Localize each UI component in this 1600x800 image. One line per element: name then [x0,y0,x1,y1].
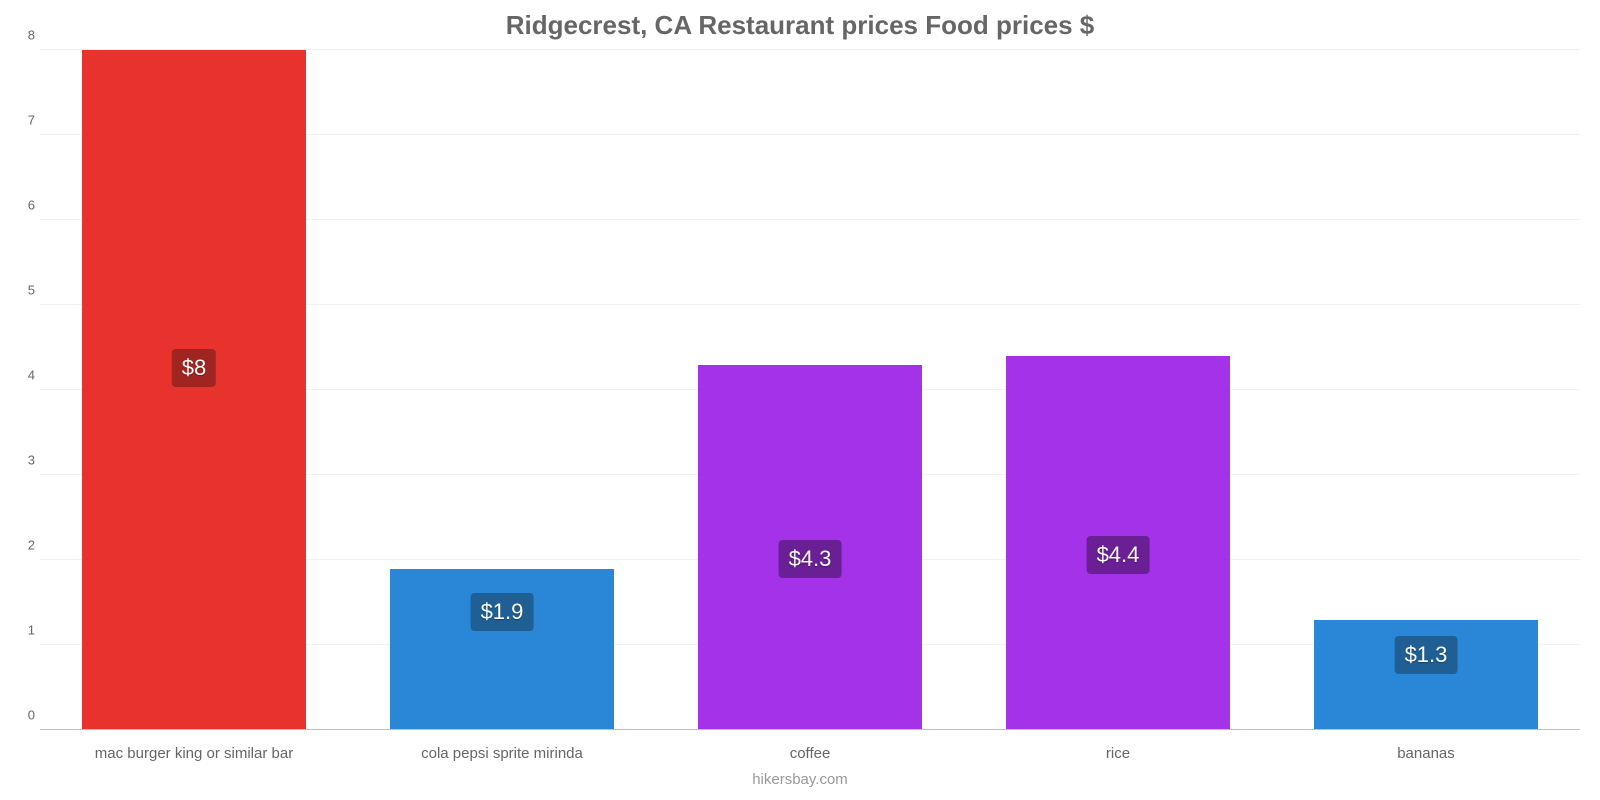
bar: $8 [82,50,307,730]
bar: $1.3 [1314,620,1539,731]
chart-title: Ridgecrest, CA Restaurant prices Food pr… [0,10,1600,41]
x-axis-label: coffee [656,745,964,762]
y-tick-label: 2 [15,538,35,553]
value-badge: $8 [172,349,216,387]
y-tick-label: 6 [15,198,35,213]
y-tick-label: 1 [15,623,35,638]
value-badge: $4.4 [1087,536,1150,574]
value-badge: $1.9 [471,593,534,631]
bar-slot: $4.4 [964,50,1272,730]
bar-slot: $8 [40,50,348,730]
axis-baseline [40,729,1580,730]
y-tick-label: 4 [15,368,35,383]
x-axis-labels: mac burger king or similar barcola pepsi… [40,745,1580,762]
bar: $4.3 [698,365,923,731]
y-tick-label: 7 [15,113,35,128]
value-badge: $4.3 [779,540,842,578]
x-axis-label: mac burger king or similar bar [40,745,348,762]
bar-slot: $1.9 [348,50,656,730]
bars-row: $8 $1.9 $4.3 $4.4 $1.3 [40,50,1580,730]
bar-slot: $1.3 [1272,50,1580,730]
y-tick-label: 0 [15,708,35,723]
x-axis-label: cola pepsi sprite mirinda [348,745,656,762]
x-axis-label: bananas [1272,745,1580,762]
y-tick-label: 8 [15,28,35,43]
value-badge: $1.3 [1395,636,1458,674]
bar: $1.9 [390,569,615,731]
plot-area: 012345678 $8$1.9$4.3$4.4$1.3 [40,50,1580,730]
y-tick-label: 3 [15,453,35,468]
chart-caption: hikersbay.com [0,771,1600,788]
y-tick-label: 5 [15,283,35,298]
bar: $4.4 [1006,356,1231,730]
price-bar-chart: Ridgecrest, CA Restaurant prices Food pr… [0,0,1600,800]
bar-slot: $4.3 [656,50,964,730]
x-axis-label: rice [964,745,1272,762]
